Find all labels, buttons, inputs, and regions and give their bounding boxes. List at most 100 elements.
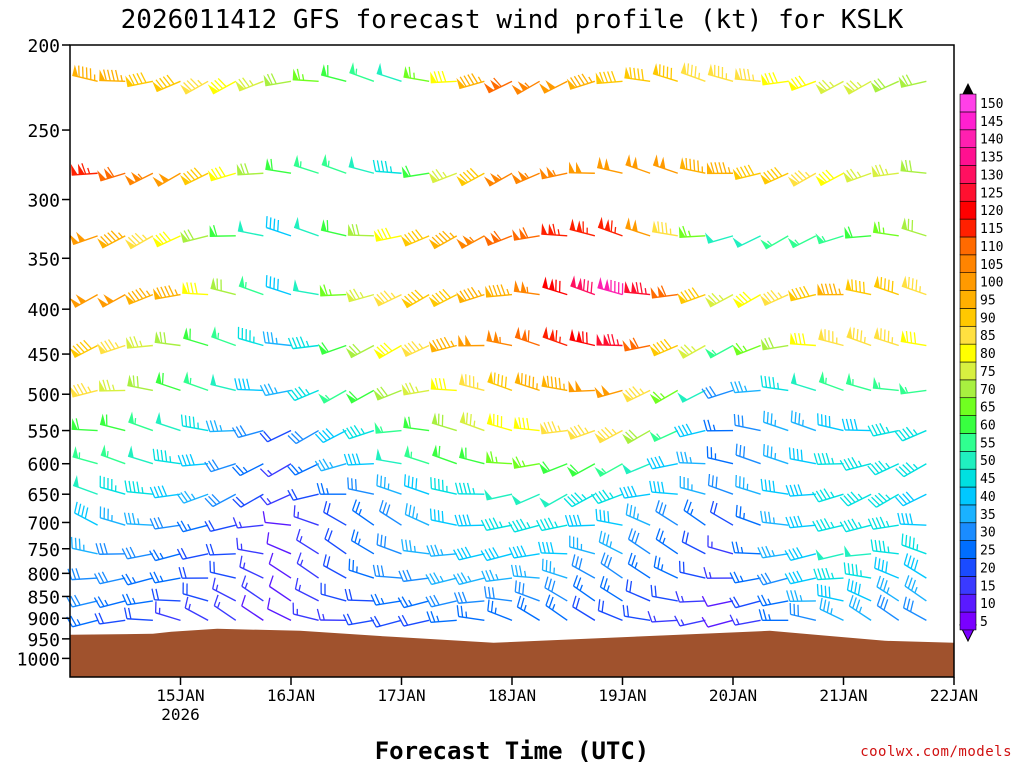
barb-staff: [487, 610, 513, 622]
barb-full-flag: [788, 549, 796, 560]
barb-full-flag: [277, 278, 279, 291]
barb-pennant: [511, 494, 522, 505]
barb-full-flag: [597, 599, 601, 611]
wind-barb: [294, 577, 319, 602]
barb-half-flag: [777, 382, 779, 390]
barb-pennant: [180, 84, 191, 95]
barb-full-flag: [684, 451, 689, 464]
wind-barb: [508, 518, 540, 533]
wind-barb: [512, 456, 540, 469]
barb-pennant: [125, 337, 133, 349]
barb-staff: [431, 577, 457, 586]
barb-full-flag: [131, 234, 141, 244]
barb-pennant: [486, 329, 493, 342]
wind-barb: [426, 544, 457, 557]
barb-pennant: [236, 163, 244, 175]
colorbar-swatch: [959, 433, 977, 452]
barb-half-flag: [137, 518, 140, 525]
barb-full-flag: [291, 337, 298, 349]
barb-full-flag: [637, 68, 640, 80]
barb-staff: [679, 462, 706, 465]
barb-half-flag: [467, 575, 472, 582]
barb-pennant: [901, 217, 908, 230]
barb-full-flag: [466, 482, 472, 495]
barb-half-flag: [581, 493, 587, 500]
barb-full-flag: [631, 554, 636, 567]
barb-full-flag: [454, 514, 460, 527]
barb-staff: [323, 564, 347, 579]
barb-half-flag: [238, 521, 243, 528]
barb-pennant: [513, 280, 520, 292]
wind-barb: [649, 429, 679, 443]
barb-full-flag: [878, 492, 888, 502]
barb-staff: [790, 553, 817, 562]
barb-staff: [710, 511, 734, 526]
colorbar-swatch: [959, 540, 977, 559]
wind-barb: [179, 167, 209, 186]
barb-full-flag: [436, 338, 443, 350]
colorbar-tick-label: 115: [980, 222, 1003, 237]
barb-full-flag: [433, 71, 439, 83]
barb-full-flag: [106, 379, 111, 391]
barb-full-flag: [71, 568, 77, 580]
barb-full-flag: [480, 519, 488, 531]
credit-text[interactable]: coolwx.com/models: [860, 744, 1012, 760]
wind-barb: [100, 444, 126, 465]
barb-staff: [707, 600, 734, 607]
barb-staff: [624, 493, 651, 499]
barb-full-flag: [180, 520, 188, 531]
barb-full-flag: [205, 420, 211, 432]
barb-full-flag: [488, 548, 496, 559]
barb-staff: [155, 421, 181, 432]
barb-pennant: [490, 79, 501, 90]
barb-staff: [486, 422, 513, 432]
barb-full-flag: [860, 330, 863, 342]
barb-pennant: [180, 231, 189, 243]
barb-staff: [542, 463, 568, 474]
barb-full-flag: [504, 376, 507, 389]
barb-full-flag: [74, 537, 77, 550]
barb-staff: [486, 596, 513, 602]
barb-full-flag: [380, 160, 385, 172]
barb-full-flag: [176, 521, 184, 532]
y-tick-label: 450: [27, 345, 60, 366]
wind-barb: [735, 504, 761, 526]
barb-pennant: [263, 74, 272, 86]
wind-barb: [376, 474, 402, 495]
barb-full-flag: [674, 426, 681, 438]
barb-full-flag: [140, 72, 147, 83]
barb-half-flag: [557, 229, 560, 236]
barb-full-flag: [542, 461, 551, 472]
barb-full-flag: [259, 384, 267, 396]
barb-staff: [513, 235, 540, 241]
barb-staff: [541, 385, 568, 392]
barb-full-flag: [871, 496, 881, 506]
barb-staff: [292, 344, 319, 350]
barb-full-flag: [762, 609, 767, 621]
barb-pennant: [401, 298, 412, 308]
barb-staff: [126, 491, 153, 495]
barb-staff: [212, 588, 237, 602]
barb-full-flag: [910, 557, 915, 569]
barb-full-flag: [852, 597, 857, 609]
barb-full-flag: [843, 562, 847, 574]
y-tick-label: 800: [27, 564, 60, 585]
barb-full-flag: [730, 381, 736, 393]
wind-barb: [627, 552, 651, 579]
barb-full-flag: [862, 281, 865, 294]
barb-pennant: [622, 433, 633, 444]
barb-half-flag: [526, 522, 531, 529]
barb-staff: [72, 455, 98, 465]
wind-barb: [259, 383, 292, 397]
wind-barb: [453, 572, 485, 586]
barb-full-flag: [318, 431, 328, 442]
wind-barb: [238, 275, 264, 296]
wind-barb: [812, 518, 844, 532]
barb-staff: [596, 166, 623, 174]
wind-barb: [375, 448, 402, 465]
barb-pennant: [152, 236, 163, 247]
barb-full-flag: [77, 503, 82, 516]
barb-full-flag: [909, 600, 914, 612]
barb-staff: [486, 461, 513, 465]
wind-barb: [511, 493, 540, 506]
